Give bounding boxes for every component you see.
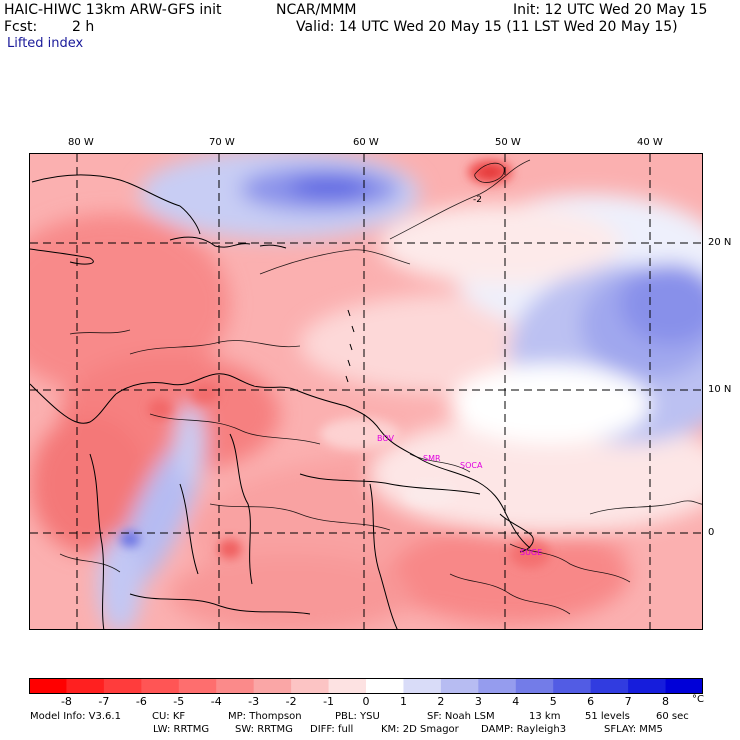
footer-cu: CU: KF — [152, 711, 186, 722]
footer-sf: SF: Noah LSM — [427, 711, 495, 722]
footer-model-info: Model Info: V3.6.1 — [30, 711, 121, 722]
colorbar-swatch — [178, 678, 217, 694]
map-canvas: -2 BOV SMR SOCA SUGE — [30, 154, 702, 629]
colorbar-swatch — [590, 678, 629, 694]
colorbar-label: 8 — [662, 695, 670, 708]
footer-sw: SW: RRTMG — [235, 724, 293, 735]
footer-lw: LW: RRTMG — [153, 724, 210, 735]
colorbar-swatch — [328, 678, 367, 694]
colorbar-label: 3 — [474, 695, 482, 708]
colorbar-swatch — [478, 678, 517, 694]
lon-label-80w: 80 W — [68, 137, 94, 148]
colorbar-swatch — [553, 678, 592, 694]
colorbar-swatch — [515, 678, 554, 694]
colorbar-swatch — [291, 678, 330, 694]
colorbar-swatch — [216, 678, 255, 694]
fcst-value: 2 h — [72, 19, 95, 35]
colorbar — [29, 678, 703, 694]
colorbar-label: -6 — [135, 695, 147, 708]
lon-label-60w: 60 W — [353, 137, 379, 148]
colorbar-label: 1 — [399, 695, 407, 708]
lat-label-20n: 20 N — [708, 237, 732, 248]
colorbar-label: -5 — [173, 695, 185, 708]
footer-sflay: SFLAY: MM5 — [604, 724, 663, 735]
colorbar-swatch — [403, 678, 442, 694]
colorbar-swatch — [665, 678, 703, 694]
lon-label-70w: 70 W — [209, 137, 235, 148]
colorbar-label: -3 — [248, 695, 260, 708]
colorbar-label: -8 — [60, 695, 72, 708]
field-shading — [30, 154, 702, 629]
footer-timestep: 60 sec — [656, 711, 689, 722]
colorbar-swatch — [141, 678, 180, 694]
footer-damp: DAMP: Rayleigh3 — [481, 724, 567, 735]
colorbar-swatch — [29, 678, 67, 694]
colorbar-swatch — [253, 678, 292, 694]
city-label-soca: SOCA — [460, 461, 483, 470]
lon-label-40w: 40 W — [637, 137, 663, 148]
coastlines — [30, 174, 534, 629]
colorbar-swatch — [66, 678, 105, 694]
lon-label-50w: 50 W — [495, 137, 521, 148]
colorbar-label: -1 — [323, 695, 335, 708]
colorbar-label: 0 — [362, 695, 370, 708]
contours — [59, 159, 702, 615]
graticule — [30, 154, 702, 629]
colorbar-label: -4 — [210, 695, 222, 708]
city-label-smr: SMR — [423, 454, 441, 463]
contour-label: -2 — [473, 195, 482, 205]
field-name: Lifted index — [7, 36, 84, 51]
lifted-index-map: -2 BOV SMR SOCA SUGE — [29, 153, 703, 630]
footer-levels: 51 levels — [585, 711, 630, 722]
footer-diff: DIFF: full — [310, 724, 354, 735]
colorbar-border — [29, 678, 703, 694]
fcst-label: Fcst: — [4, 19, 38, 35]
model-title: HAIC-HIWC 13km ARW-GFS init — [4, 2, 222, 18]
colorbar-label: -7 — [98, 695, 110, 708]
valid-time: Valid: 14 UTC Wed 20 May 15 (11 LST Wed … — [296, 19, 678, 35]
colorbar-label: 6 — [587, 695, 595, 708]
lat-label-0: 0 — [708, 527, 715, 538]
colorbar-unit: °C — [692, 694, 704, 705]
footer-resolution: 13 km — [529, 711, 561, 722]
colorbar-swatch — [628, 678, 667, 694]
org-label: NCAR/MMM — [276, 2, 357, 18]
footer-mp: MP: Thompson — [228, 711, 302, 722]
colorbar-label: 2 — [437, 695, 445, 708]
lat-label-10n: 10 N — [708, 384, 732, 395]
city-label-suge: SUGE — [520, 548, 542, 557]
colorbar-label: 7 — [624, 695, 632, 708]
colorbar-label: 5 — [549, 695, 557, 708]
colorbar-label: 4 — [512, 695, 520, 708]
colorbar-swatch — [366, 678, 404, 694]
init-time: Init: 12 UTC Wed 20 May 15 — [513, 2, 708, 18]
colorbar-swatch — [440, 678, 479, 694]
colorbar-swatch — [103, 678, 142, 694]
city-label-bov: BOV — [377, 434, 395, 443]
colorbar-label: -2 — [285, 695, 297, 708]
footer-pbl: PBL: YSU — [335, 711, 380, 722]
footer-km: KM: 2D Smagor — [381, 724, 459, 735]
